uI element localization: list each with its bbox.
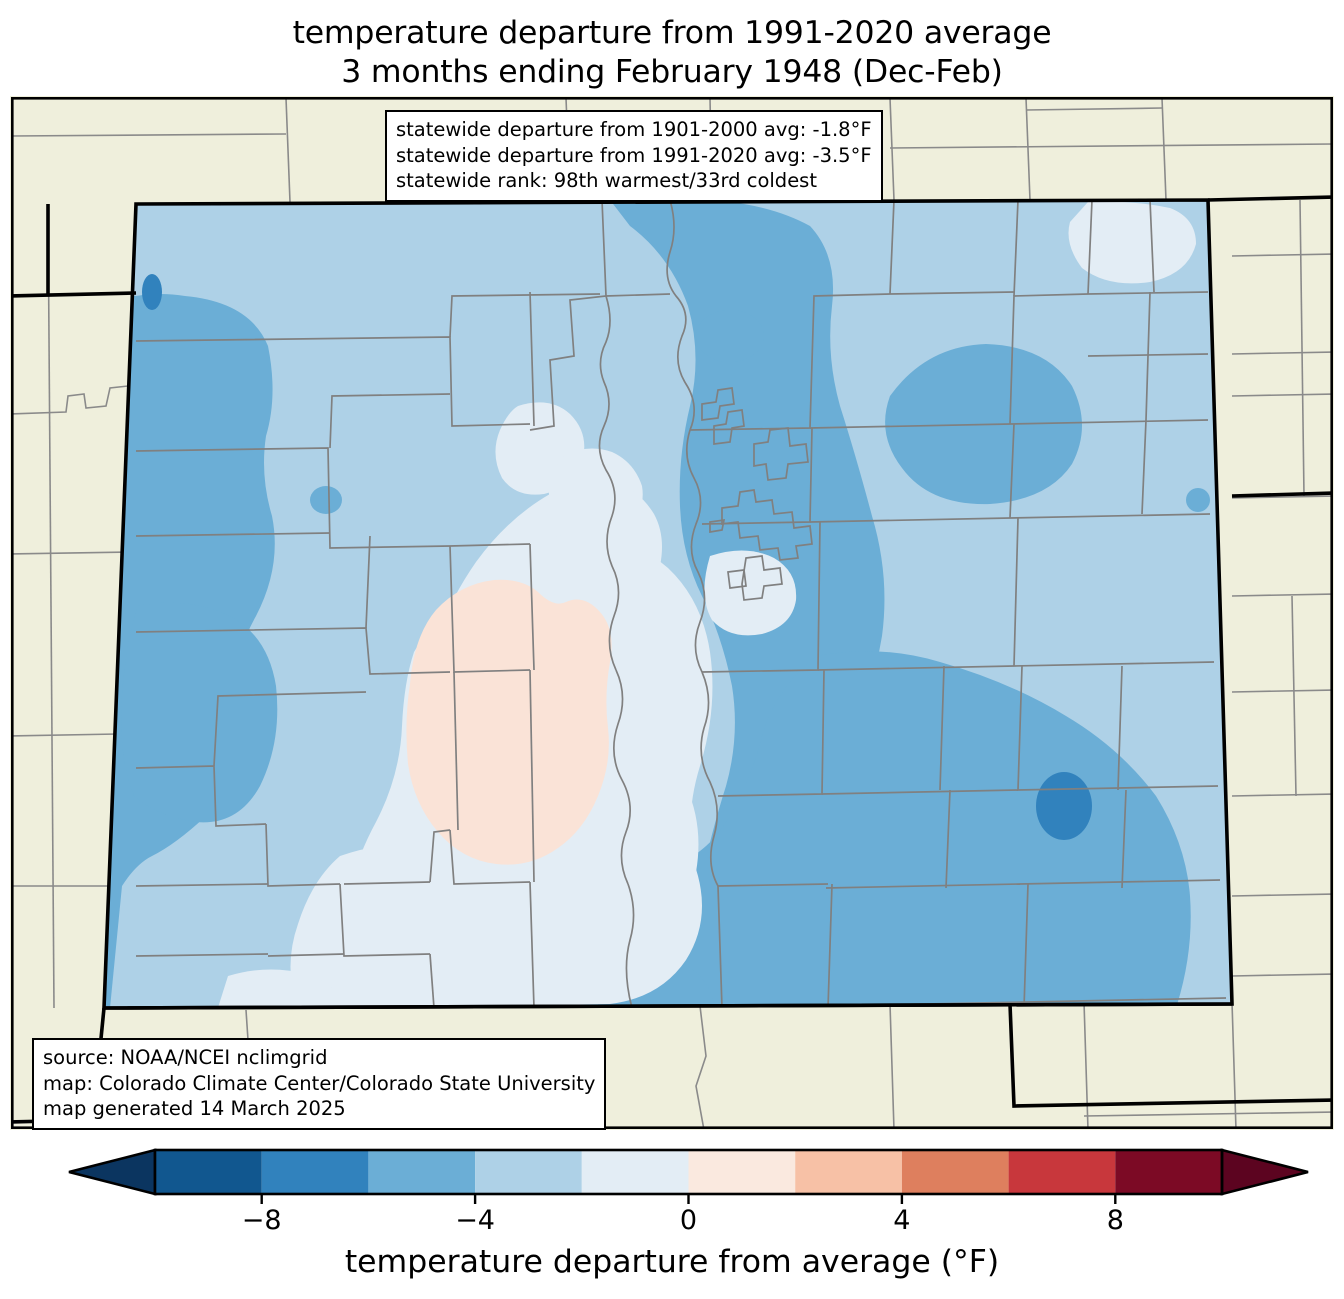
map-figure: statewide departure from 1901-2000 avg: … [10,96,1334,1130]
anomaly-band--8-to--6-northwest [142,274,162,310]
wyoming-nebraska-border [1207,195,1333,202]
colorbar-bands [68,1148,1309,1196]
anomaly-band--2-to-0-sanluis [290,844,538,1008]
colorbar-band--10-to--8 [155,1150,262,1194]
anomaly-band--2-to-0-northeast-corner [1068,201,1196,284]
colorbar-tick-label-4: 4 [893,1205,911,1236]
oklahoma-panhandle-border [1008,1003,1333,1108]
anomaly-band-0-to-2-central [406,579,612,865]
colorbar-tick-label--4: −4 [455,1205,495,1236]
colorbar-tick-label--8: −8 [241,1205,282,1236]
anomaly-spot-northwest-small [310,486,342,514]
colorbar-band-0-to-2 [688,1150,796,1194]
statewide-stats-box: statewide departure from 1901-2000 avg: … [385,110,883,202]
title-line-1: temperature departure from 1991-2020 ave… [292,15,1052,51]
colorbar [68,1148,1309,1204]
title-line-2: 3 months ending February 1948 (Dec-Feb) [341,54,1003,90]
colorbar-band-8-to-10 [1115,1150,1222,1194]
colorbar-over-arrow [1220,1148,1309,1196]
nebraska-kansas-border [1231,491,1333,498]
colorbar-tick-labels: −8 −4 0 4 8 [0,1205,1344,1241]
source-line-3: map generated 14 March 2025 [43,1097,346,1120]
anomaly-spot-north-small [696,310,764,362]
stats-line-3: statewide rank: 98th warmest/33rd coldes… [396,169,817,192]
colorbar-band--8-to--6 [261,1150,369,1194]
stats-line-2: statewide departure from 1991-2020 avg: … [396,143,872,167]
colorbar-band--4-to--2 [475,1150,582,1194]
source-attribution-box: source: NOAA/NCEI nclimgrid map: Colorad… [32,1038,607,1130]
colorbar-tick-label-8: 8 [1106,1205,1124,1236]
map-content [11,97,1333,1129]
map-frame [11,97,1333,1129]
source-line-1: source: NOAA/NCEI nclimgrid [43,1046,328,1069]
colorbar-band--2-to-0 [581,1150,689,1194]
temperature-anomaly-fills [104,200,1232,1008]
colorado-southern-border-heavy [103,1002,1233,1010]
colorado-temperature-anomaly-map [10,96,1334,1130]
stats-line-1: statewide departure from 1901-2000 avg: … [396,118,872,141]
colorbar-axis-label: temperature departure from average (°F) [344,1244,1000,1280]
colorbar-region: −8 −4 0 4 8 temperature departure from avera… [0,1146,1344,1299]
colorbar-band--6-to--4 [368,1150,476,1194]
anomaly-band--8-to--6-southeast [1036,772,1092,840]
source-line-2: map: Colorado Climate Center/Colorado St… [43,1071,596,1095]
anomaly-spot-northeast-small [1186,488,1210,512]
anomaly-band--6-to--4-southeast [595,651,1191,1008]
anomaly-band--6-to--4-west [121,602,278,823]
page-title: temperature departure from 1991-2020 ave… [0,14,1344,92]
colorbar-ticks [260,1194,1117,1204]
colorbar-band-2-to-4 [795,1150,902,1194]
utah-wyoming-border [11,291,137,298]
colorbar-band-6-to-8 [1008,1150,1116,1194]
colorbar-under-arrow [68,1148,157,1196]
colorbar-tick-label-0: 0 [679,1205,698,1236]
colorbar-band-4-to-6 [901,1150,1009,1194]
anomaly-band--2-to-0-southwest [216,969,346,1008]
